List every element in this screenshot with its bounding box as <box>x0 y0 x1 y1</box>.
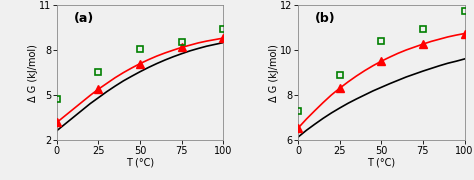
Y-axis label: Δ G (kJ/mol): Δ G (kJ/mol) <box>269 44 279 102</box>
Text: (b): (b) <box>315 12 336 25</box>
Text: (a): (a) <box>73 12 94 25</box>
Y-axis label: Δ G (kJ/mol): Δ G (kJ/mol) <box>27 44 38 102</box>
X-axis label: T (°C): T (°C) <box>367 157 395 167</box>
X-axis label: T (°C): T (°C) <box>126 157 154 167</box>
